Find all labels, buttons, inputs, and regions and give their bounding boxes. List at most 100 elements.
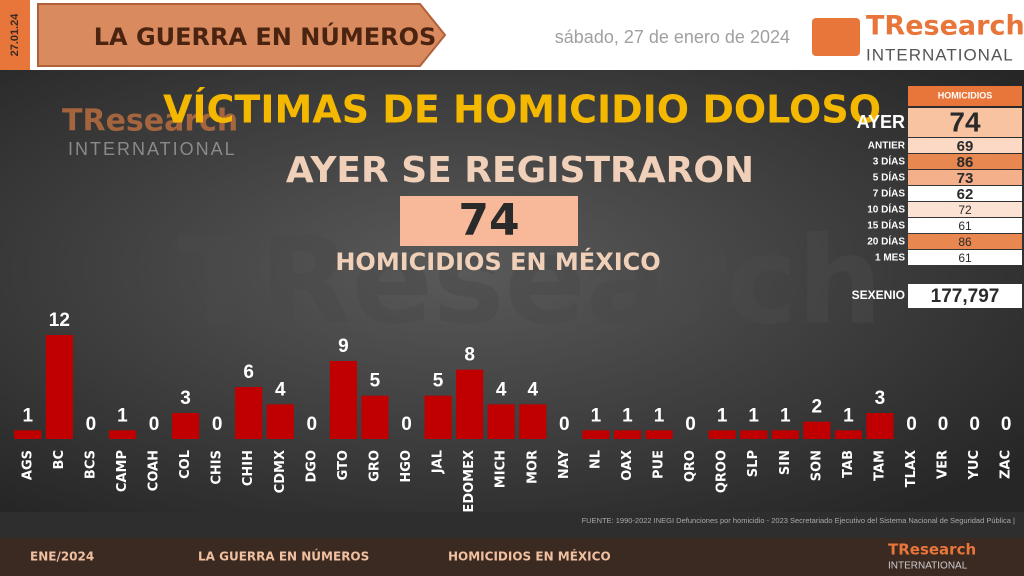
x-tick-label: COL — [178, 450, 193, 479]
x-tick-label: GRO — [367, 450, 382, 482]
x-tick-label: CDMX — [273, 450, 288, 493]
x-tick-label: NL — [588, 450, 603, 469]
table-cell — [908, 108, 1022, 137]
x-tick-label: TLAX — [904, 450, 919, 487]
table-cell — [908, 202, 1022, 217]
x-tick-label: MOR — [525, 450, 540, 484]
value-label: 0 — [559, 414, 570, 435]
value-label: 1 — [780, 405, 791, 426]
row-value: 61 — [958, 251, 972, 265]
x-tick-label: BC — [52, 450, 67, 469]
value-label: 1 — [622, 405, 633, 426]
x-tick-label: CHIH — [241, 450, 256, 486]
x-tick-label: BCS — [83, 450, 98, 479]
value-label: 3 — [180, 388, 191, 409]
bar — [361, 395, 389, 439]
bar — [235, 387, 263, 439]
bar — [582, 430, 610, 439]
table-cell — [908, 138, 1022, 153]
value-label: 1 — [22, 405, 33, 426]
value-label: 1 — [591, 405, 602, 426]
footer-topic: HOMICIDIOS EN MÉXICO — [448, 549, 611, 564]
row-value: 61 — [958, 219, 972, 233]
row-label: 1 MES — [875, 253, 905, 264]
table-cell — [908, 154, 1022, 169]
x-tick-label: TAB — [841, 450, 856, 478]
value-label: 0 — [685, 414, 696, 435]
bar — [45, 335, 73, 439]
value-label: 0 — [212, 414, 223, 435]
value-label: 0 — [938, 414, 949, 435]
bar — [645, 430, 673, 439]
bar — [424, 395, 452, 439]
row-value: 86 — [957, 154, 974, 171]
sexenio-cell — [908, 284, 1022, 308]
value-label: 8 — [464, 345, 475, 366]
value-label: 0 — [149, 414, 160, 435]
sexenio-value: 177,797 — [931, 286, 1000, 307]
value-label: 0 — [307, 414, 318, 435]
bar — [172, 413, 200, 439]
value-label: 2 — [812, 397, 823, 418]
caption: HOMICIDIOS EN MÉXICO — [335, 247, 660, 276]
x-tick-label: SLP — [746, 450, 761, 477]
x-tick-label: SON — [809, 450, 824, 481]
bar — [834, 430, 862, 439]
table-header — [908, 86, 1022, 106]
x-tick-label: HGO — [399, 450, 414, 483]
bar — [487, 404, 515, 439]
x-tick-label: NAY — [557, 449, 572, 479]
bar — [771, 430, 799, 439]
x-tick-label: ZAC — [999, 450, 1014, 479]
value-label: 6 — [243, 362, 254, 383]
bar — [14, 430, 42, 439]
section-badge — [37, 3, 447, 67]
x-tick-label: COAH — [147, 450, 162, 491]
value-label: 0 — [906, 414, 917, 435]
value-label: 1 — [117, 405, 128, 426]
row-label: AYER — [857, 112, 905, 132]
row-label: 10 DÍAS — [867, 203, 905, 216]
table-cell — [908, 250, 1022, 265]
x-tick-label: CHIS — [210, 450, 225, 485]
value-label: 5 — [370, 371, 381, 392]
bar — [519, 404, 547, 439]
value-label: 4 — [527, 379, 538, 400]
bar-chart: 1AGS12BC0BCS1CAMP0COAH3COL0CHIS6CHIH4CDM… — [14, 310, 1014, 513]
row-label: ANTIER — [868, 141, 906, 152]
row-value: 86 — [958, 235, 972, 249]
logo-text: TResearch — [866, 11, 1024, 42]
bar — [329, 361, 357, 439]
date: sábado, 27 de enero de 2024 — [555, 27, 790, 47]
value-label: 1 — [654, 405, 665, 426]
x-tick-label: QROO — [715, 450, 730, 493]
x-tick-label: SIN — [778, 450, 793, 475]
subtitle: AYER SE REGISTRARON — [286, 150, 754, 191]
table-header-text: HOMICIDIOS — [938, 90, 993, 100]
x-tick-label: CAMP — [115, 450, 130, 492]
x-tick-label: DGO — [304, 450, 319, 483]
table-cell — [908, 218, 1022, 233]
x-tick-label: VER — [936, 450, 951, 479]
bar — [866, 413, 894, 439]
value-label: 0 — [1001, 414, 1012, 435]
row-label: 3 DÍAS — [873, 155, 906, 168]
value-label: 0 — [969, 414, 980, 435]
value-label: 0 — [401, 414, 412, 435]
bar — [803, 421, 831, 439]
row-value: 72 — [958, 203, 972, 217]
bar — [456, 369, 484, 439]
value-label: 4 — [496, 379, 507, 400]
value-label: 3 — [875, 388, 886, 409]
row-label: 15 DÍAS — [867, 219, 905, 232]
total: 74 — [458, 195, 519, 246]
row-label: 7 DÍAS — [873, 187, 906, 200]
bar — [613, 430, 642, 439]
source: FUENTE: 1990-2022 INEGI Defunciones por … — [582, 516, 1015, 525]
short-date: 27.01.24 — [9, 13, 21, 57]
logo-sub: INTERNATIONAL — [888, 561, 968, 572]
row-label: 5 DÍAS — [873, 171, 906, 184]
x-tick-label: YUC — [967, 450, 982, 481]
section-title: LA GUERRA EN NÚMEROS — [94, 21, 437, 51]
